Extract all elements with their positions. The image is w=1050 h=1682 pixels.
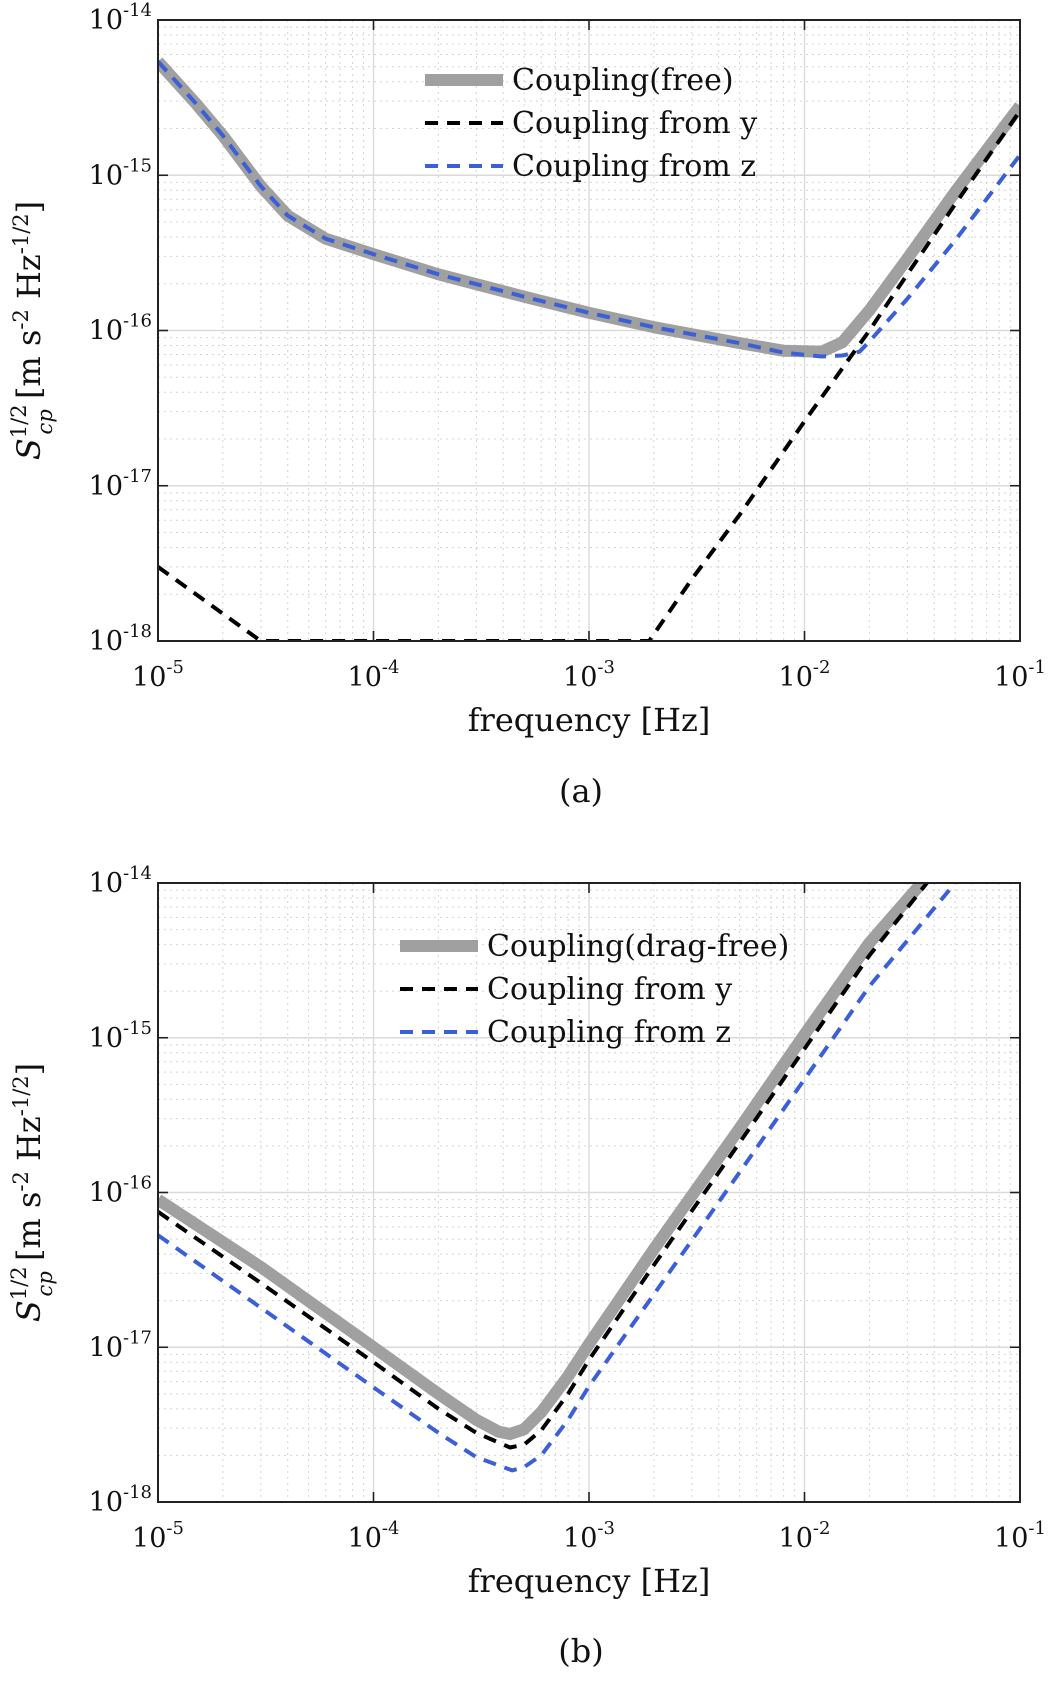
legend: Coupling(drag-free) Coupling from y Coupli…: [400, 929, 789, 1050]
y-tick-label: 10-14: [89, 0, 152, 36]
y-tick-label: 10-18: [89, 621, 152, 657]
x-tick-label: 10-5: [132, 1518, 184, 1554]
y-tick-label: 10-17: [89, 466, 152, 502]
legend-label-2: Coupling from y: [512, 106, 757, 141]
legend-label-3: Coupling from z: [487, 1015, 731, 1050]
y-tick-label: 10-15: [89, 155, 152, 191]
x-tick-label: 10-2: [779, 657, 831, 693]
legend-label-1: Coupling(drag-free): [487, 929, 789, 964]
y-axis-label: S1/2cp [m s-2 Hz-1/2]: [7, 201, 57, 460]
y-tick-label: 10-16: [89, 1173, 152, 1209]
panel-a: 10-5 10-4 10-3 10-2 10-1 10-18 10-17 10-16 10-15…: [7, 0, 1046, 810]
panel-caption: (b): [558, 1632, 603, 1670]
series-line-3: [158, 60, 1020, 359]
legend-label-2: Coupling from y: [487, 972, 732, 1007]
y-tick-label: 10-16: [89, 311, 152, 347]
y-axis-label: S1/2cp [m s-2 Hz-1/2]: [7, 1063, 57, 1322]
x-tick-label: 10-1: [994, 657, 1046, 693]
panel-caption: (a): [559, 772, 603, 810]
ticks: [157, 882, 1021, 1503]
series-line-3: [158, 883, 957, 1473]
legend: Coupling(free) Coupling from y Coupling fr…: [425, 63, 757, 184]
x-tick-label: 10-5: [132, 657, 184, 693]
series-line-1: [158, 883, 927, 1440]
series-line-2: [158, 883, 929, 1450]
x-axis-label: frequency [Hz]: [468, 1562, 711, 1600]
series-line-2: [158, 109, 1020, 641]
y-tick-label: 10-18: [89, 1482, 152, 1518]
x-tick-label: 10-4: [348, 657, 400, 693]
x-tick-label: 10-2: [779, 1518, 831, 1554]
x-tick-label: 10-4: [348, 1518, 400, 1554]
x-tick-label: 10-3: [563, 657, 615, 693]
legend-label-3: Coupling from z: [512, 149, 756, 184]
series-group: [158, 883, 957, 1473]
x-axis-label: frequency [Hz]: [468, 701, 711, 739]
grid: [158, 883, 1020, 1502]
x-tick-label: 10-1: [994, 1518, 1046, 1554]
grid: [158, 20, 1020, 641]
x-tick-label: 10-3: [563, 1518, 615, 1554]
panel-b: 10-5 10-4 10-3 10-2 10-1 10-18 10-17 10-16 10-15…: [7, 863, 1046, 1670]
y-tick-label: 10-14: [89, 863, 152, 899]
series-group: [158, 57, 1020, 641]
ticks: [157, 19, 1021, 642]
legend-label-1: Coupling(free): [512, 63, 734, 98]
y-tick-label: 10-17: [89, 1327, 152, 1363]
y-tick-label: 10-15: [89, 1018, 152, 1054]
